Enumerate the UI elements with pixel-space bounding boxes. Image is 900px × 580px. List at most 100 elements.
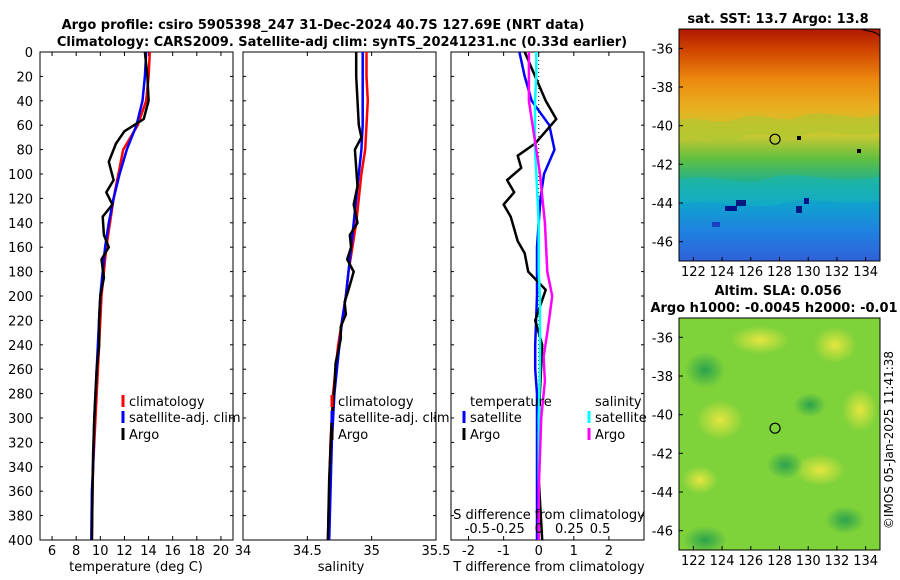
sla-high-blob xyxy=(696,400,744,440)
map-lat-label: -44 xyxy=(652,197,673,212)
sst-cloud-patch xyxy=(736,200,746,206)
x-tick-label: 34 xyxy=(235,544,252,559)
s-tick-label: -0.5 xyxy=(465,522,490,537)
map-lon-label: 128 xyxy=(767,265,792,280)
map-lon-label: 124 xyxy=(710,554,735,569)
sla-high-blob xyxy=(794,454,846,486)
map-lat-label: -42 xyxy=(652,447,673,462)
depth-tick-label: 380 xyxy=(8,510,33,525)
map-lat-label: -38 xyxy=(652,370,673,385)
series-line-argo xyxy=(90,52,150,540)
map-lon-label: 134 xyxy=(853,265,878,280)
difference-panel-frame xyxy=(450,51,645,541)
map-lat-label: -36 xyxy=(652,42,673,57)
sla-low-blob xyxy=(683,526,727,550)
sla-low-blob xyxy=(794,393,826,417)
depth-tick-label: 220 xyxy=(8,314,33,329)
legend-label-temperature-satellite: satellite xyxy=(470,411,522,426)
salinity-legend: climatology satellite-adj. clim Argo xyxy=(330,395,450,443)
map-lat-label: -44 xyxy=(652,486,673,501)
series-line-temperature-satellite xyxy=(518,52,556,540)
series-line-temperature-argo xyxy=(502,52,558,540)
x-tick-label: 14 xyxy=(140,544,157,559)
depth-tick-label: 300 xyxy=(8,412,33,427)
sla-map xyxy=(679,318,880,550)
map-lat-label: -46 xyxy=(652,236,673,251)
map-lon-label: 132 xyxy=(825,265,850,280)
map-lat-label: -42 xyxy=(652,158,673,173)
s-difference-ticks: -0.5 -0.25 0 0.25 0.5 xyxy=(465,522,611,537)
map-lon-label: 130 xyxy=(796,265,821,280)
s-tick-label: 0.5 xyxy=(590,522,611,537)
map-lon-label: 122 xyxy=(681,554,706,569)
sst-cold-band xyxy=(679,175,880,207)
argo-location-marker xyxy=(769,133,781,145)
map-lon-label: 126 xyxy=(738,554,763,569)
sst-map-axes: 122 124 126 128 130 132 134-36-38-40-42-44-46 xyxy=(652,42,878,280)
sla-high-blob xyxy=(682,466,718,494)
sla-map-subtitle: Argo h1000: -0.0045 h2000: -0.01 xyxy=(650,301,897,316)
sst-cloud-patch xyxy=(712,222,720,227)
legend-title-salinity: salinity xyxy=(595,395,642,410)
depth-tick-label: 120 xyxy=(8,192,33,207)
salinity-panel-frame xyxy=(242,51,437,541)
x-tick-label: -2 xyxy=(462,544,475,559)
map-lon-label: 122 xyxy=(681,265,706,280)
depth-tick-label: 60 xyxy=(16,119,33,134)
depth-tick-label: 180 xyxy=(8,266,33,281)
legend-label-satellite: satellite-adj. clim xyxy=(129,411,241,426)
legend-label-temperature-argo: Argo xyxy=(470,428,500,443)
map-lon-label: 126 xyxy=(738,265,763,280)
depth-tick-label: 80 xyxy=(16,144,33,159)
temperature-legend: climatology satellite-adj. clim Argo xyxy=(121,395,241,443)
depth-tick-label: 360 xyxy=(8,485,33,500)
x-tick-label: -1 xyxy=(497,544,510,559)
depth-tick-label: 320 xyxy=(8,436,33,451)
depth-tick-label: 0 xyxy=(25,46,33,61)
legend-label-climatology: climatology xyxy=(338,395,414,410)
series-line-salinity-satellite xyxy=(533,52,542,540)
x-tick-label: 2 xyxy=(605,544,613,559)
depth-tick-label: 340 xyxy=(8,461,33,476)
legend-label-argo: Argo xyxy=(129,428,159,443)
s-tick-label: 0 xyxy=(535,522,543,537)
depth-tick-label: 280 xyxy=(8,388,33,403)
x-tick-label: 20 xyxy=(213,544,230,559)
depth-tick-label: 240 xyxy=(8,339,33,354)
map-lon-label: 124 xyxy=(710,265,735,280)
x-tick-label: 16 xyxy=(164,544,181,559)
series-line-salinity-argo xyxy=(527,52,554,540)
difference-series xyxy=(502,52,558,540)
legend-label-argo: Argo xyxy=(338,428,368,443)
x-tick-label: 1 xyxy=(570,544,578,559)
map-lon-label: 128 xyxy=(767,554,792,569)
depth-tick-label: 160 xyxy=(8,241,33,256)
depth-tick-label: 140 xyxy=(8,217,33,232)
t-difference-axis-label: T difference from climatology xyxy=(452,560,645,575)
map-lat-label: -40 xyxy=(652,409,673,424)
depth-tick-label: 40 xyxy=(16,95,33,110)
x-axes: 6 8 10 12 14 16 18 20 34 34.5 35 35.5 -2 -1 0 1 2 xyxy=(48,52,613,559)
imos-credit: ©IMOS 05-Jan-2025 11:41:38 xyxy=(882,351,896,529)
sst-cloud-patch xyxy=(857,149,861,153)
sla-low-blob xyxy=(825,506,865,534)
sst-cloud-patch xyxy=(725,206,737,211)
legend-label-satellite: satellite-adj. clim xyxy=(338,411,450,426)
sla-low-blob xyxy=(767,451,803,479)
legend-title-temperature: temperature xyxy=(470,395,552,410)
depth-tick-label: 20 xyxy=(16,70,33,85)
difference-legend: temperature satellite Argo salinity sate… xyxy=(462,395,647,443)
map-lon-label: 132 xyxy=(825,554,850,569)
depth-axis: 0 20 40 60 80 100 120 140 160 180 200 220 240 260 280 3… xyxy=(8,46,644,549)
sst-cloud-patch xyxy=(804,198,809,204)
sst-cloud-patch xyxy=(796,206,802,213)
sla-high-blob xyxy=(842,388,878,432)
x-tick-label: 35.5 xyxy=(422,544,451,559)
map-lon-label: 134 xyxy=(853,554,878,569)
coastline xyxy=(861,29,880,37)
map-lon-label: 130 xyxy=(796,554,821,569)
legend-label-climatology: climatology xyxy=(129,395,205,410)
sst-front-band xyxy=(679,113,880,141)
map-lat-label: -40 xyxy=(652,120,673,135)
